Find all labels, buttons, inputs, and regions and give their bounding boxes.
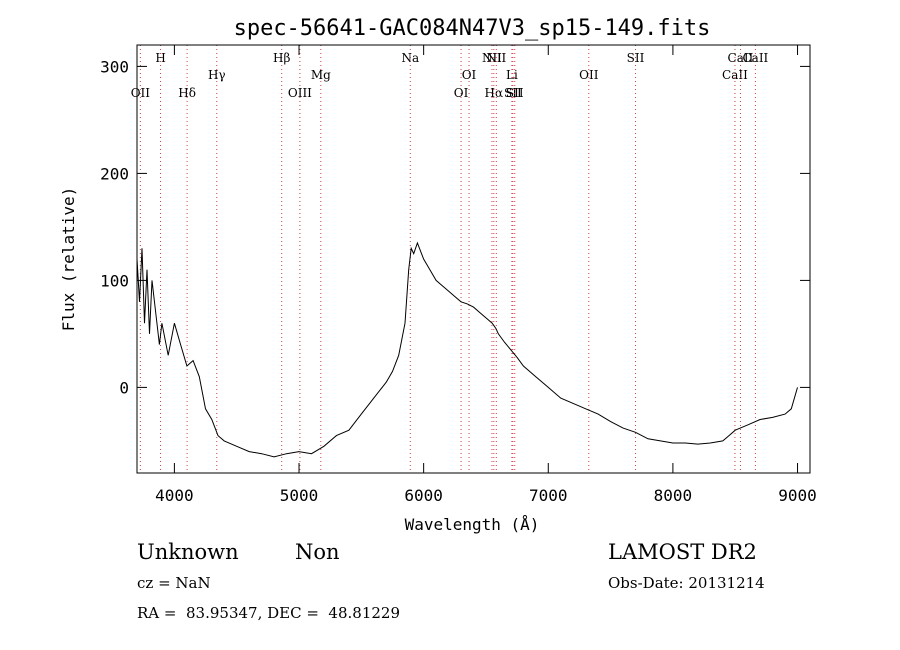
- x-tick-label-0: 4000: [155, 486, 194, 505]
- marker-label-3: Hγ: [208, 68, 226, 82]
- marker-label-16: OII: [579, 68, 599, 82]
- class-label: Unknown: [137, 540, 239, 564]
- marker-label-6: Mg: [311, 68, 331, 82]
- y-tick-label-3: 300: [100, 57, 129, 76]
- subclass-label: Non: [295, 540, 340, 564]
- x-tick-label-5: 9000: [778, 486, 817, 505]
- marker-label-20: CaII: [742, 51, 768, 65]
- spectrum-series: [136, 241, 798, 458]
- marker-label-10: NII: [482, 51, 502, 65]
- marker-label-12: NII: [486, 51, 506, 65]
- axis-ticks: 4000 5000 6000 7000 8000 9000 0 100 200 300: [100, 45, 817, 505]
- marker-label-13: Li: [506, 68, 518, 82]
- obs-date-value: Obs-Date: 20131214: [608, 574, 765, 592]
- marker-label-0: OII: [131, 86, 151, 100]
- series-line-0: [136, 241, 798, 458]
- marker-label-1: H: [155, 51, 165, 65]
- marker-label-15: SII: [506, 86, 524, 100]
- y-axis-label: Flux (relative): [59, 187, 78, 332]
- x-tick-label-2: 6000: [404, 486, 443, 505]
- survey-label: LAMOST DR2: [608, 540, 757, 564]
- marker-label-14: SII: [504, 86, 522, 100]
- plot-frame: [136, 44, 811, 474]
- marker-label-19: CaII: [728, 51, 754, 65]
- x-tick-label-1: 5000: [280, 486, 319, 505]
- marker-label-9: OI: [462, 68, 477, 82]
- marker-label-8: OI: [454, 86, 469, 100]
- y-tick-label-0: 0: [119, 378, 129, 397]
- marker-label-5: OIII: [288, 86, 312, 100]
- marker-label-18: CaII: [722, 68, 748, 82]
- line-markers: OIIHHδHγHβOIIIMgNaOIOINIIHαNIILiSIISIIOI…: [131, 45, 769, 473]
- ra-dec-value: RA = 83.95347, DEC = 48.81229: [137, 604, 401, 622]
- y-tick-label-1: 100: [100, 271, 129, 290]
- x-axis-label: Wavelength (Å): [405, 515, 540, 534]
- marker-label-2: Hδ: [178, 86, 196, 100]
- y-tick-label-2: 200: [100, 164, 129, 183]
- marker-label-4: Hβ: [273, 51, 290, 65]
- x-tick-label-4: 8000: [654, 486, 693, 505]
- marker-label-17: SII: [627, 51, 645, 65]
- chart-title: spec-56641-GAC084N47V3_sp15-149.fits: [234, 16, 711, 41]
- marker-label-11: Hα: [485, 86, 504, 100]
- marker-label-7: Na: [401, 51, 419, 65]
- x-tick-label-3: 7000: [529, 486, 568, 505]
- cz-value: cz = NaN: [137, 574, 211, 592]
